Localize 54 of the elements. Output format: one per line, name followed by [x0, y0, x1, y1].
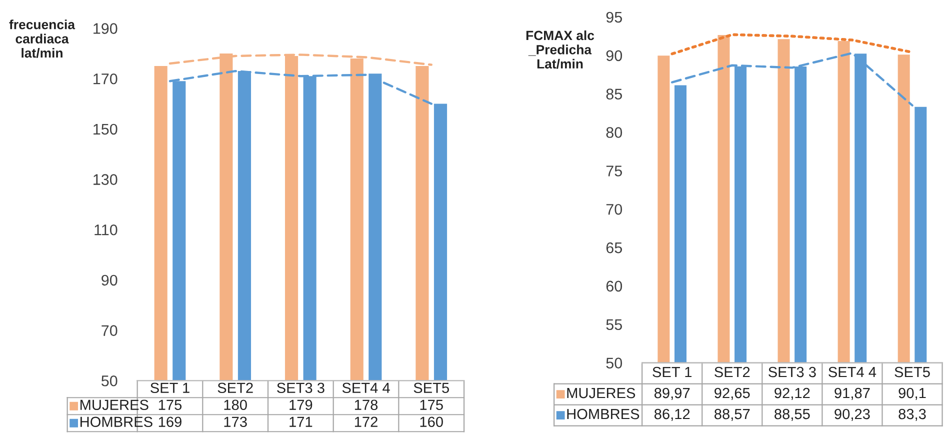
data-label: 178: [354, 400, 378, 410]
y-tick-label: 90: [606, 50, 622, 62]
data-label: 92,12: [774, 388, 810, 400]
legend-label: MUJERES: [567, 388, 636, 398]
legend-label: HOMBRES: [80, 416, 152, 428]
y-tick-label: 50: [606, 358, 622, 368]
y-tick-label: 50: [101, 375, 118, 386]
y-tick-label: 75: [606, 166, 622, 176]
data-label: 180: [224, 400, 247, 410]
y-tick-label: 55: [606, 319, 622, 330]
y-tick-label: 170: [94, 73, 118, 84]
data-label: 179: [290, 400, 312, 410]
y-axis-title: frecuencia cardiaca lat/min: [9, 20, 76, 58]
y-axis-title: FCMAX alc _Predicha Lat/min: [526, 30, 594, 69]
data-label: 90,23: [834, 408, 870, 421]
y-tick-label: 80: [606, 127, 622, 138]
x-tick-label: SET3 3: [277, 382, 324, 394]
x-tick-label: SET2: [218, 382, 253, 394]
data-label: 91,87: [834, 388, 870, 400]
x-tick-label: SET5: [414, 382, 449, 394]
data-label: 173: [224, 416, 247, 428]
data-label: 171: [290, 416, 312, 427]
y-tick-label: 70: [102, 325, 118, 336]
x-tick-label: SET 1: [150, 382, 190, 394]
data-label: 169: [158, 416, 182, 428]
data-label: 88,55: [774, 408, 810, 421]
data-label: 90,1: [898, 388, 926, 400]
data-label: 160: [420, 416, 443, 428]
data-label: 92,65: [714, 388, 750, 400]
y-tick-label: 150: [94, 124, 118, 135]
data-label: 88,57: [714, 408, 750, 421]
x-tick-label: SET5: [894, 366, 930, 378]
x-tick-label: SET4 4: [342, 382, 390, 394]
y-tick-label: 130: [94, 174, 118, 185]
y-tick-label: 190: [94, 23, 118, 34]
x-tick-label: SET4 4: [828, 366, 876, 378]
data-label: 175: [420, 400, 443, 410]
y-tick-label: 85: [606, 88, 622, 100]
data-label: 175: [158, 400, 182, 410]
data-label: 89,97: [654, 388, 690, 400]
y-tick-label: 95: [606, 12, 622, 23]
y-tick-label: 110: [94, 224, 118, 236]
x-tick-label: SET 1: [652, 366, 692, 378]
x-tick-label: SET3 3: [768, 366, 816, 378]
data-label: 86,12: [654, 408, 690, 421]
legend-label: HOMBRES: [567, 408, 640, 420]
y-tick-label: 65: [606, 242, 622, 254]
y-tick-label: 90: [102, 274, 118, 286]
data-label: 83,3: [898, 408, 926, 421]
data-label: 172: [354, 416, 378, 427]
x-tick-label: SET2: [714, 366, 750, 378]
legend-label: MUJERES: [80, 400, 148, 410]
y-tick-label: 70: [606, 204, 622, 215]
y-tick-label: 60: [606, 280, 622, 292]
